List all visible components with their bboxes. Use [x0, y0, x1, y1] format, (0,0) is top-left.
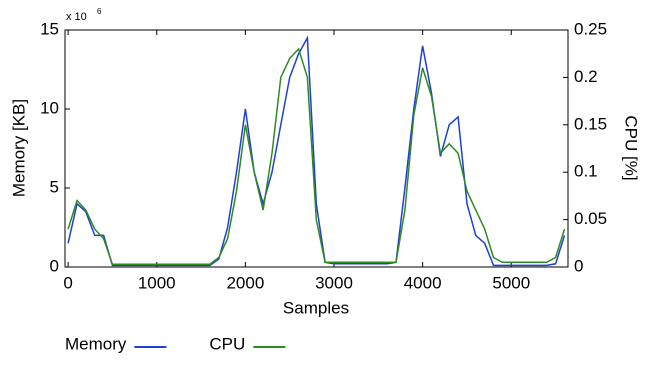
- y2-tick-label: 0: [574, 256, 583, 275]
- y2-tick-label: 0.15: [574, 114, 607, 133]
- x-axis-label: Samples: [283, 298, 349, 317]
- x-tick-label: 2000: [226, 273, 264, 292]
- series-line: [67, 35, 566, 267]
- x-tick-label: 3000: [315, 273, 353, 292]
- x-tick-label: 4000: [404, 273, 442, 292]
- x-tick-label: 1000: [138, 273, 176, 292]
- plot-frame: [64, 29, 569, 268]
- series-line: [67, 47, 566, 265]
- legend-label: CPU: [209, 334, 245, 353]
- y-tick-label: 0: [50, 256, 59, 275]
- x-tick-label: 0: [63, 273, 72, 292]
- y-multiplier-exponent: 6: [97, 7, 102, 16]
- y2-tick-label: 0.1: [574, 162, 598, 181]
- y-axis-label: Memory [KB]: [9, 99, 28, 197]
- y-multiplier: x 10: [66, 11, 87, 23]
- legend-label: Memory: [65, 334, 127, 353]
- y2-tick-label: 0.2: [574, 67, 598, 86]
- y2-tick-label: 0.05: [574, 209, 607, 228]
- y-tick-label: 15: [40, 19, 59, 38]
- x-tick-label: 5000: [492, 273, 530, 292]
- y2-tick-label: 0.25: [574, 19, 607, 38]
- y-tick-label: 5: [50, 177, 59, 196]
- y2-axis-label: CPU [%]: [622, 115, 641, 180]
- y-tick-label: 10: [40, 98, 59, 117]
